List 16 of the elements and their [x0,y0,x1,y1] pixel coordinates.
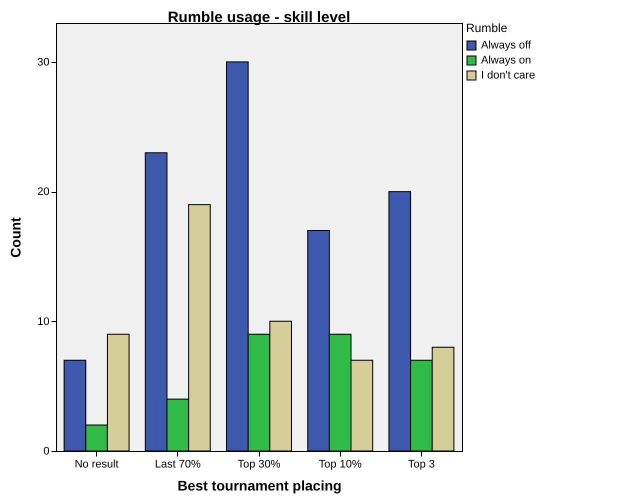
y-tick-label: 30 [37,56,50,68]
legend-label: Always off [481,40,532,52]
x-tick-label: Top 10% [318,458,362,470]
y-tick-label: 0 [43,446,50,458]
y-tick-label: 10 [37,316,50,328]
x-tick-label: No result [74,458,119,470]
y-axis-title: Count [7,216,24,258]
x-tick-label: Top 30% [238,458,281,470]
legend-label: I don't care [481,70,536,82]
x-tick-label: Last 70% [154,458,201,470]
x-tick-label: Top 3 [408,458,435,470]
legend-title: Rumble [466,21,508,35]
y-tick-label: 20 [37,186,50,198]
legend-label: Always on [481,54,532,66]
x-axis-title: Best tournament placing [177,478,342,494]
chart-title: Rumble usage - skill level [168,9,350,26]
